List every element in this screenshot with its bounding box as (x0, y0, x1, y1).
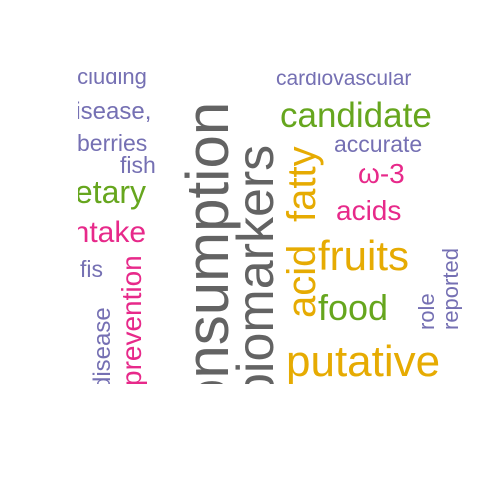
word-fish: fish (120, 152, 156, 178)
word-intake: intake (78, 216, 147, 249)
word-including: including (78, 72, 147, 89)
word-reported: reported (438, 248, 462, 330)
word-dietary: dietary (78, 174, 147, 210)
word-biomarkers: biomarkers (227, 144, 285, 384)
word-disease-comma: disease, (78, 98, 152, 125)
word-food: food (318, 287, 389, 328)
word-accurate: accurate (334, 131, 423, 157)
word-fruits: fruits (318, 232, 410, 279)
word-fatty: fatty (280, 146, 324, 222)
word-omega3: ω-3 (358, 158, 405, 189)
word-acids: acids (336, 195, 402, 226)
word-putative: putative (286, 337, 441, 384)
word-candidate: candidate (280, 96, 432, 135)
word-cloud-area: consumption biomarkers acid fatty preven… (78, 72, 462, 384)
word-acid: acid (280, 244, 324, 318)
word-cardiovascular: cardiovascular (276, 72, 412, 90)
word-disease: disease (89, 307, 116, 384)
word-berries: berries (78, 130, 148, 156)
word-fis: fis (80, 256, 103, 282)
word-role: role (414, 293, 439, 330)
word-prevention: prevention (116, 255, 147, 384)
